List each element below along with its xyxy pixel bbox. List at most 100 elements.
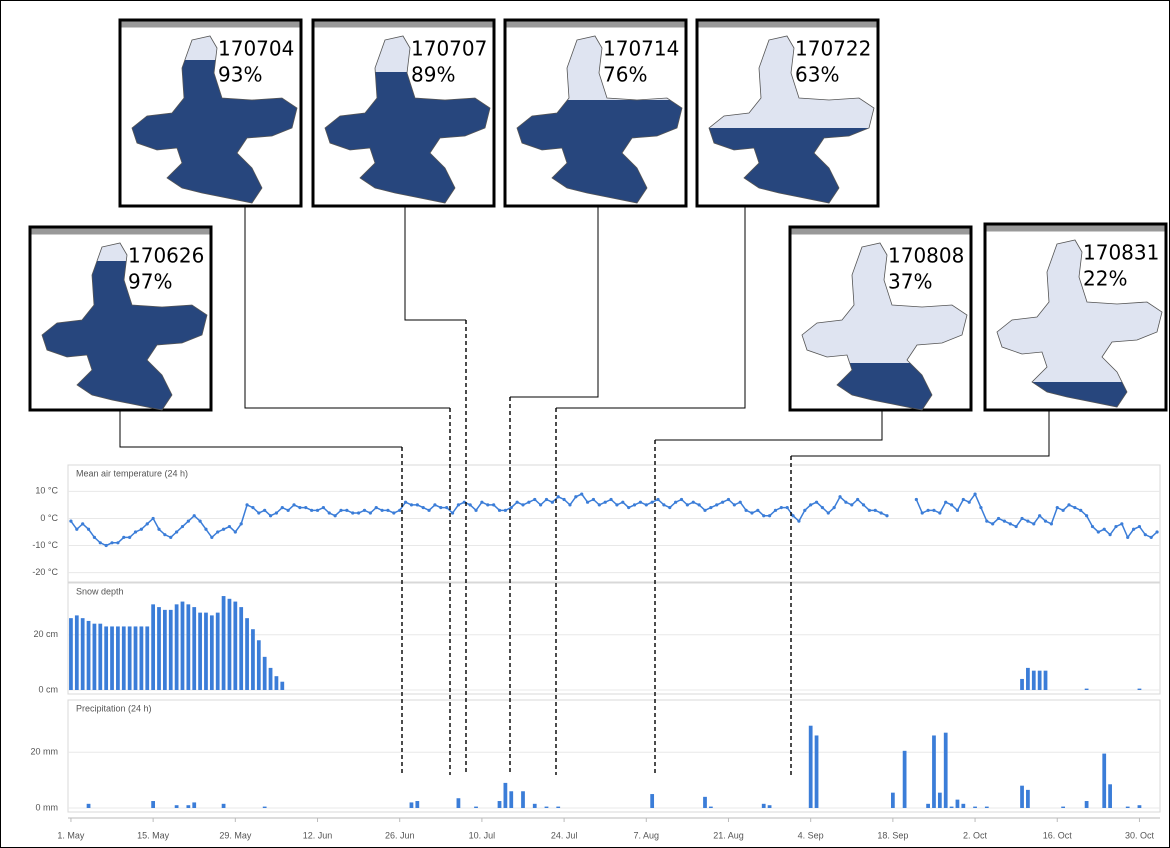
snapshot-date: 170714 — [603, 37, 679, 61]
point — [462, 500, 466, 504]
bar — [890, 792, 895, 808]
y-tick-label: 20 mm — [30, 747, 58, 757]
point — [861, 503, 866, 507]
bar — [239, 607, 244, 690]
x-tick-label: 26. Jun — [385, 830, 415, 840]
point — [1061, 508, 1065, 512]
point — [539, 503, 543, 507]
point — [251, 506, 255, 510]
point — [1067, 503, 1071, 507]
connector — [556, 206, 746, 409]
point — [450, 511, 455, 515]
x-tick-label: 10. Jul — [469, 830, 496, 840]
x-tick-label: 21. Aug — [713, 830, 744, 840]
bar — [937, 792, 942, 808]
point — [873, 508, 877, 512]
point — [762, 514, 766, 518]
point — [820, 506, 825, 510]
point — [497, 508, 502, 512]
point — [1032, 522, 1036, 526]
point — [944, 500, 948, 504]
point — [996, 516, 1001, 521]
point — [1096, 530, 1100, 534]
bar — [984, 806, 989, 808]
bar — [1137, 688, 1142, 690]
snapshot-cover: 37% — [888, 270, 932, 294]
bar — [973, 806, 977, 808]
snapshot-date: 170704 — [218, 37, 294, 61]
point — [703, 508, 707, 512]
point — [832, 506, 836, 510]
bar — [174, 604, 179, 690]
point — [732, 503, 736, 507]
x-tick-label: 30. Oct — [1125, 830, 1155, 840]
point — [139, 527, 143, 531]
point — [445, 506, 449, 510]
y-tick-label: 0 mm — [36, 802, 59, 812]
point — [75, 527, 79, 531]
bar — [98, 623, 103, 690]
point — [1143, 533, 1147, 537]
point — [98, 541, 102, 545]
point — [662, 503, 666, 507]
point — [750, 511, 754, 515]
snapshot-header — [698, 21, 877, 28]
point — [920, 511, 924, 515]
point — [527, 500, 531, 504]
point — [826, 511, 830, 515]
connector — [791, 410, 1050, 457]
point — [86, 527, 91, 531]
point — [409, 503, 414, 507]
point — [239, 522, 243, 526]
bar — [1108, 784, 1112, 808]
point — [544, 497, 549, 502]
bar — [1102, 753, 1107, 808]
bar — [262, 656, 267, 690]
connector — [119, 410, 402, 448]
bar — [104, 626, 109, 690]
point — [867, 508, 871, 512]
point — [621, 500, 625, 504]
point — [738, 500, 742, 504]
point — [1008, 522, 1012, 526]
point — [456, 503, 461, 507]
point — [656, 497, 660, 502]
point — [122, 535, 126, 539]
point — [1014, 524, 1018, 529]
point — [403, 500, 408, 504]
y-tick-label: -10 °C — [32, 540, 58, 550]
bar — [186, 604, 191, 690]
point — [192, 514, 196, 518]
point — [110, 541, 114, 545]
point — [421, 506, 425, 510]
bar — [415, 801, 420, 808]
point — [286, 508, 290, 512]
bar — [133, 626, 138, 690]
point — [145, 522, 149, 526]
point — [339, 508, 343, 512]
bar — [80, 618, 85, 690]
point — [685, 503, 689, 507]
bar — [74, 615, 79, 690]
y-tick-label: 0 °C — [40, 513, 58, 523]
point — [133, 530, 138, 534]
point — [844, 500, 848, 504]
snapshot-date: 170707 — [411, 37, 487, 61]
point — [204, 527, 208, 531]
point — [398, 508, 402, 512]
bar — [116, 626, 120, 690]
bar — [280, 681, 285, 690]
bar — [932, 735, 936, 808]
bar — [708, 806, 713, 808]
point — [1079, 508, 1083, 512]
snapshot-cover: 89% — [411, 63, 455, 87]
bar — [69, 618, 73, 690]
bar — [157, 607, 161, 690]
x-tick-label: 7. Aug — [634, 830, 660, 840]
bar — [215, 612, 220, 690]
bar — [1037, 670, 1042, 690]
